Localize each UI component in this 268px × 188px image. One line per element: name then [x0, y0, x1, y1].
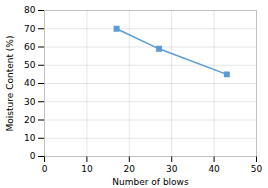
svg-text:30: 30 [166, 164, 178, 174]
svg-text:20: 20 [24, 115, 36, 125]
svg-text:50: 50 [251, 164, 263, 174]
svg-text:10: 10 [81, 164, 93, 174]
svg-text:0: 0 [30, 151, 36, 161]
svg-text:40: 40 [208, 164, 220, 174]
svg-text:Moisture Content (%): Moisture Content (%) [5, 36, 15, 132]
svg-text:50: 50 [24, 60, 36, 70]
svg-text:40: 40 [24, 78, 36, 88]
svg-text:60: 60 [24, 42, 36, 52]
svg-text:30: 30 [24, 97, 36, 107]
svg-text:70: 70 [24, 24, 36, 34]
svg-text:0: 0 [42, 164, 48, 174]
svg-text:Number of blows: Number of blows [112, 177, 189, 187]
svg-text:80: 80 [24, 5, 36, 15]
svg-text:20: 20 [124, 164, 136, 174]
svg-text:10: 10 [24, 133, 36, 143]
